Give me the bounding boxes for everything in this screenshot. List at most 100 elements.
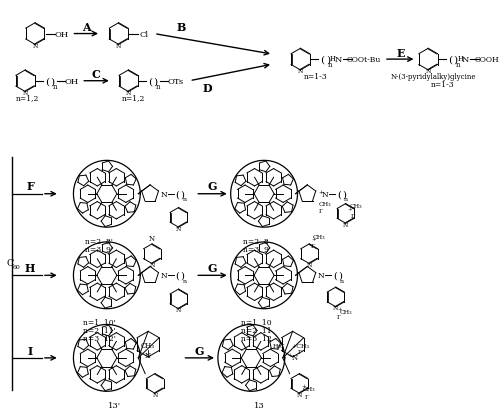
Text: ): ): [342, 190, 345, 199]
Text: COOH: COOH: [475, 56, 500, 64]
Text: N: N: [292, 353, 298, 361]
Text: OH: OH: [54, 31, 69, 38]
Text: N: N: [322, 190, 328, 198]
Text: (: (: [176, 190, 180, 199]
Text: (: (: [337, 190, 340, 199]
Text: n=3  9': n=3 9': [85, 245, 113, 253]
Text: CH₃: CH₃: [303, 386, 316, 391]
Text: N: N: [334, 56, 342, 64]
Text: ): ): [454, 55, 458, 64]
Text: ): ): [153, 77, 157, 86]
Text: n=1-3: n=1-3: [304, 73, 327, 81]
Text: N: N: [318, 272, 324, 280]
Text: +: +: [311, 237, 316, 242]
Text: +: +: [288, 353, 292, 358]
Text: F: F: [26, 181, 34, 192]
Text: N: N: [306, 262, 312, 267]
Text: N: N: [333, 306, 338, 311]
Text: n=3  9: n=3 9: [244, 245, 269, 253]
Text: (: (: [176, 271, 180, 280]
Text: +: +: [338, 306, 342, 311]
Text: n: n: [456, 61, 460, 69]
Text: n=3  12: n=3 12: [241, 335, 272, 342]
Text: n=1,2: n=1,2: [16, 94, 39, 102]
Text: n: n: [182, 278, 186, 283]
Text: H: H: [330, 55, 336, 63]
Text: CH₃: CH₃: [313, 234, 326, 239]
Text: n: n: [340, 278, 344, 283]
Text: (: (: [333, 271, 337, 280]
Text: ): ): [180, 271, 184, 280]
Text: N: N: [126, 91, 131, 96]
Text: n=1-3: n=1-3: [431, 81, 455, 88]
Text: N: N: [22, 91, 28, 96]
Text: 13': 13': [108, 401, 122, 409]
Text: N: N: [152, 392, 158, 397]
Text: N: N: [297, 392, 302, 397]
Text: I⁻: I⁻: [337, 314, 342, 319]
Text: 13: 13: [254, 401, 264, 409]
Text: 60: 60: [12, 264, 20, 269]
Text: N: N: [462, 56, 469, 64]
Text: +: +: [318, 190, 324, 195]
Text: n=1  10': n=1 10': [82, 319, 116, 327]
Text: G: G: [207, 181, 216, 192]
Text: ): ): [50, 77, 54, 86]
Text: N: N: [176, 307, 182, 313]
Text: n=1  10: n=1 10: [241, 319, 272, 327]
Text: COOt-Bu: COOt-Bu: [346, 56, 380, 64]
Text: ): ): [338, 271, 342, 280]
Text: N: N: [116, 44, 121, 49]
Text: N: N: [176, 226, 182, 231]
Text: N: N: [150, 262, 154, 267]
Text: +CH₃: +CH₃: [292, 343, 310, 348]
Text: CH₃: CH₃: [141, 341, 155, 349]
Text: n=2  8': n=2 8': [85, 237, 113, 245]
Text: N: N: [160, 272, 167, 280]
Text: I⁻: I⁻: [304, 394, 310, 399]
Text: CH₃: CH₃: [340, 309, 352, 314]
Text: I⁻: I⁻: [318, 209, 324, 214]
Text: ): ): [180, 190, 184, 199]
Text: Cl: Cl: [140, 31, 148, 38]
Text: n=3  12': n=3 12': [82, 335, 116, 342]
Text: (: (: [148, 77, 152, 86]
Text: N: N: [298, 69, 303, 74]
Text: H: H: [25, 262, 35, 273]
Text: N: N: [32, 44, 38, 49]
Text: G: G: [207, 262, 216, 273]
Text: N-(3-pyridylalky)glycine: N-(3-pyridylalky)glycine: [390, 73, 476, 81]
Text: n: n: [156, 83, 160, 90]
Text: n: n: [328, 61, 332, 69]
Text: ): ): [326, 55, 330, 64]
Text: +: +: [301, 383, 306, 388]
Text: OTs: OTs: [168, 78, 184, 85]
Text: N: N: [426, 69, 431, 74]
Text: +: +: [348, 206, 352, 211]
Text: C: C: [7, 259, 14, 267]
Text: n=2  8: n=2 8: [244, 237, 269, 245]
Text: n: n: [344, 197, 347, 202]
Text: H₃C: H₃C: [272, 343, 285, 348]
Text: I⁻: I⁻: [310, 244, 316, 249]
Text: CH₃: CH₃: [318, 202, 332, 206]
Text: N: N: [145, 351, 151, 359]
Text: B: B: [177, 22, 186, 33]
Text: I: I: [28, 345, 33, 356]
Text: I⁻: I⁻: [350, 214, 356, 218]
Text: n=2  11: n=2 11: [241, 327, 272, 335]
Text: D: D: [202, 83, 212, 94]
Text: N: N: [160, 190, 167, 198]
Text: n=1,2: n=1,2: [122, 94, 145, 102]
Text: CH₃: CH₃: [349, 204, 362, 209]
Text: N: N: [149, 235, 155, 242]
Text: (: (: [320, 55, 324, 64]
Text: (: (: [45, 77, 49, 86]
Text: E: E: [396, 47, 405, 59]
Text: A: A: [82, 22, 90, 33]
Text: n=2  11': n=2 11': [82, 327, 116, 335]
Text: n: n: [52, 83, 57, 90]
Text: G: G: [194, 345, 204, 356]
Text: C: C: [92, 69, 100, 80]
Text: H: H: [458, 55, 464, 63]
